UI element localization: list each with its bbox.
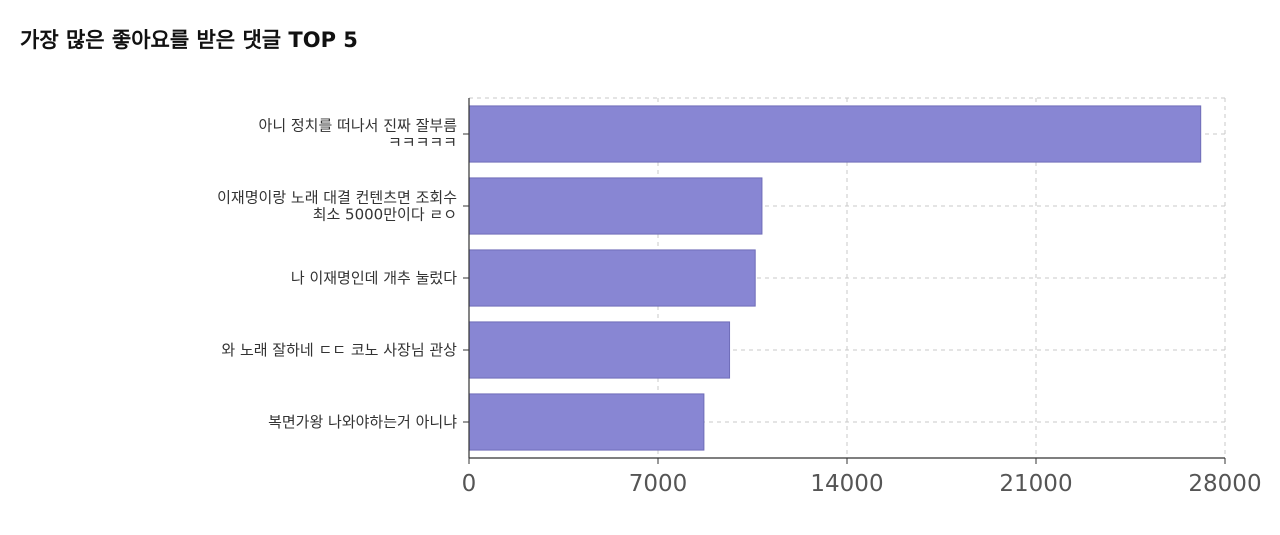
chart-title: 가장 많은 좋아요를 받은 댓글 TOP 5 [20,28,358,52]
category-label: 이재명이랑 노래 대결 컨텐츠면 조회수 최소 5000만이다 ㄹㅇ [217,189,457,224]
category-labels: 아니 정치를 떠나서 진짜 잘부름 ㅋㅋㅋㅋㅋ 이재명이랑 노래 대결 컨텐츠면 조… [217,117,457,432]
bars [468,105,1202,451]
category-label: 나 이재명인데 개추 눌렀다 [291,269,457,287]
category-label-line: 복면가왕 나와야하는거 아니냐 [268,413,457,431]
x-tick-label: 0 [462,471,477,497]
bar [468,393,705,451]
x-tick-label: 28000 [1188,471,1261,497]
category-label-line: 나 이재명인데 개추 눌렀다 [291,269,457,287]
x-tick-label: 21000 [999,471,1072,497]
category-label-line: 아니 정치를 떠나서 진짜 잘부름 [259,117,458,135]
category-label: 와 노래 잘하네 ㄷㄷ 코노 사장님 관상 [221,341,457,359]
bar [468,105,1202,163]
bar [468,177,763,235]
bar [468,321,731,379]
category-label-line: 최소 5000만이다 ㄹㅇ [313,206,457,224]
category-label-line: 이재명이랑 노래 대결 컨텐츠면 조회수 [217,189,457,207]
axes [463,98,1226,464]
category-label-line: 와 노래 잘하네 ㄷㄷ 코노 사장님 관상 [221,341,457,359]
bar [468,249,756,307]
category-label-line: ㅋㅋㅋㅋㅋ [388,134,457,152]
category-label: 아니 정치를 떠나서 진짜 잘부름 ㅋㅋㅋㅋㅋ [259,117,458,152]
x-tick-label: 7000 [629,471,688,497]
x-tick-label: 14000 [810,471,883,497]
category-label: 복면가왕 나와야하는거 아니냐 [268,413,457,431]
x-tick-labels: 0 7000 14000 21000 28000 [462,471,1262,497]
